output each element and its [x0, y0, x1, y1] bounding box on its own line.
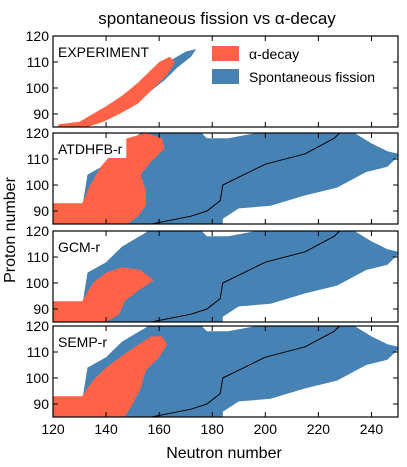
legend-swatch	[212, 69, 239, 84]
alpha-decay-region	[58, 56, 176, 127]
alpha-decay-region	[53, 336, 168, 417]
panel-0: 90 100 110 120 EXPERIMENT α-decay Spontaneous …	[26, 28, 399, 128]
panel-frame	[52, 35, 399, 128]
x-tick-label: 200	[254, 421, 278, 437]
x-tick-label: 180	[201, 421, 225, 437]
alpha-decay-region	[53, 267, 154, 322]
y-axis-label: Proton number	[2, 176, 19, 283]
panel-label-background	[55, 140, 127, 158]
panel-label-background	[55, 333, 111, 351]
panel-plot-area	[53, 231, 398, 322]
y-tick-label: 100	[26, 275, 50, 291]
y-tick-label: 100	[26, 80, 50, 96]
legend-label: Spontaneous fission	[249, 69, 375, 85]
panels: 90 100 110 120 EXPERIMENT α-decay Spontaneous …	[26, 28, 399, 437]
legend: α-decay Spontaneous fission	[212, 46, 375, 85]
panel-1: 90 100 110 120 ATDHFB-r	[26, 125, 399, 225]
y-tick-label: 110	[27, 344, 50, 360]
chart-title: spontaneous fission vs α-decay	[98, 9, 336, 28]
x-tick-label: 120	[41, 421, 65, 437]
panel-label-background	[55, 43, 154, 61]
panel-label: SEMP-r	[58, 334, 107, 350]
legend-swatch	[212, 46, 239, 61]
boundary-line	[151, 231, 341, 322]
alpha-decay-region	[53, 133, 165, 224]
boundary-line	[151, 326, 341, 417]
sf-region	[79, 133, 398, 224]
y-tick-label: 90	[33, 203, 49, 219]
x-tick-label: 240	[360, 421, 384, 437]
y-tick-label: 90	[33, 106, 49, 122]
x-tick-label: 220	[307, 421, 331, 437]
x-axis-label: Neutron number	[166, 445, 282, 462]
panel-plot-area	[53, 326, 398, 417]
panel-3: 90 100 110 120 120 140 160 180 200 220 240 SEMP-r	[26, 318, 399, 437]
panel-label-background	[55, 238, 104, 256]
y-tick-label: 120	[26, 28, 50, 44]
panel-2: 90 100 110 120 GCM-r	[26, 223, 399, 323]
panel-label: EXPERIMENT	[58, 44, 149, 60]
y-tick-label: 90	[33, 396, 49, 412]
y-tick-label: 120	[26, 318, 50, 334]
y-tick-label: 110	[27, 151, 50, 167]
boundary-line	[151, 133, 341, 224]
y-tick-label: 120	[26, 125, 50, 141]
panel-frame	[52, 325, 399, 418]
panel-plot-area	[58, 49, 197, 127]
y-tick-label: 120	[26, 223, 50, 239]
y-tick-label: 100	[26, 370, 50, 386]
x-tick-label: 160	[147, 421, 171, 437]
y-tick-label: 110	[27, 54, 50, 70]
legend-label: α-decay	[249, 46, 299, 62]
panel-frame	[52, 230, 399, 323]
y-tick-label: 100	[26, 177, 50, 193]
panel-label: ATDHFB-r	[58, 141, 123, 157]
panel-plot-area	[53, 133, 398, 224]
x-tick-label: 140	[94, 421, 118, 437]
panel-frame	[52, 132, 399, 225]
y-tick-label: 90	[33, 301, 49, 317]
sf-region	[79, 231, 398, 322]
panel-label: GCM-r	[58, 239, 100, 255]
y-tick-label: 110	[27, 249, 50, 265]
